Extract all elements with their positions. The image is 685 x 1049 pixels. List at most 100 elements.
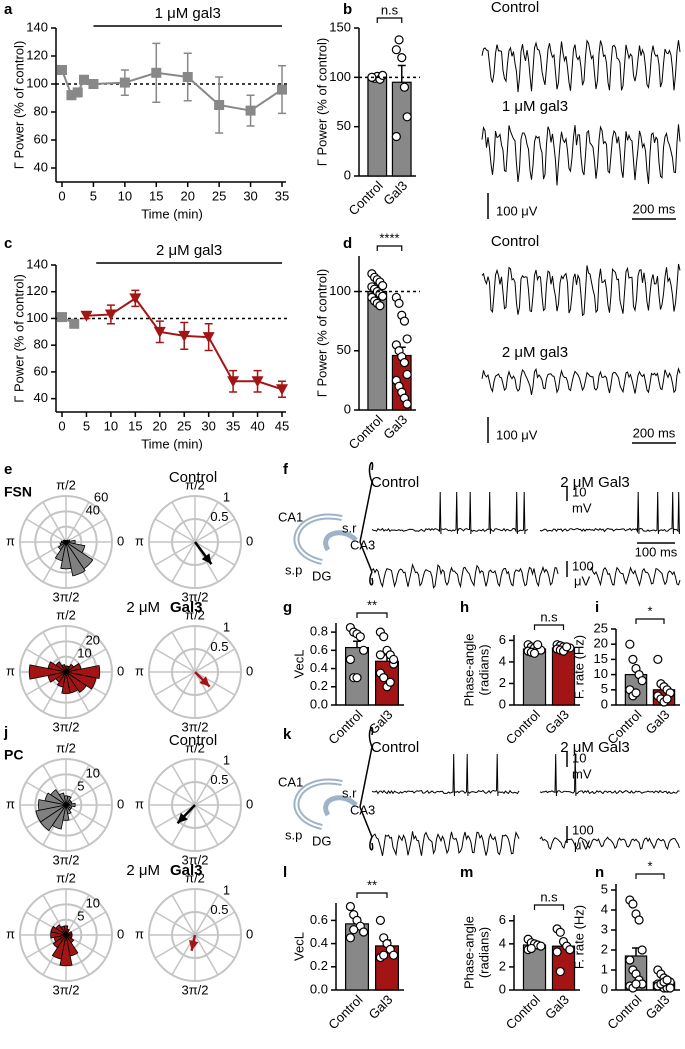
data-point	[378, 70, 388, 80]
rose-sector	[65, 934, 79, 957]
recording-arrows	[359, 726, 374, 851]
y-tick-label: 120	[26, 283, 48, 298]
y-tick-label: 40	[34, 390, 48, 405]
y-tick-label: 6	[499, 912, 506, 927]
significance-bracket	[533, 904, 565, 910]
data-point	[662, 975, 672, 985]
y-tick-label: 0.6	[310, 642, 328, 657]
x-tick-label: 0	[58, 418, 65, 433]
x-tick-label: Control	[503, 992, 543, 1032]
data-point	[536, 941, 546, 951]
y-tick-label: 0.4	[310, 660, 328, 675]
y-axis-label: F. rate (Hz)	[571, 635, 586, 699]
y-tick-label: 0	[344, 401, 351, 416]
y-tick-label: 3	[601, 921, 608, 936]
rose-sector	[65, 541, 86, 554]
significance-bracket	[635, 873, 665, 879]
data-point	[349, 925, 359, 935]
angle-label: π/2	[56, 870, 76, 885]
rose-sector	[65, 664, 101, 680]
polar-title: Gal3	[170, 599, 203, 616]
trace-wave	[589, 566, 681, 587]
angle-label: 3π/2	[52, 719, 79, 734]
polar-spoke	[65, 631, 90, 673]
x-tick-label: Gal3	[643, 707, 673, 737]
polar-spoke	[25, 518, 67, 543]
y-tick-label: 0.4	[310, 935, 328, 950]
polar-spoke	[65, 501, 90, 543]
y-tick-label: 120	[26, 47, 48, 62]
polar-ring	[19, 625, 113, 719]
x-tick-label: 20	[153, 418, 167, 433]
y-tick-label: 2	[499, 675, 506, 690]
diagram-label: s.r	[342, 785, 357, 800]
data-point	[345, 933, 355, 943]
vector-head	[201, 553, 212, 565]
marker	[129, 293, 142, 305]
polar-spoke	[65, 804, 107, 829]
marker	[80, 310, 93, 322]
y-tick-label: 0.0	[310, 696, 328, 711]
x-tick-label: 35	[226, 418, 240, 433]
trace-label: 2 μM Gal3	[560, 474, 630, 491]
y-tick-label: 80	[34, 103, 48, 118]
hippocampus	[293, 513, 343, 565]
trace-wave	[481, 263, 681, 317]
marker	[104, 309, 117, 321]
y-axis-label: F. rate (Hz)	[571, 905, 586, 969]
polar-ring	[148, 625, 242, 719]
polar-ring	[19, 495, 113, 589]
y-tick-label: 0	[601, 981, 608, 996]
x-tick-label: 40	[250, 418, 264, 433]
x-tick-label: 10	[104, 418, 118, 433]
significance-label: n.s	[540, 609, 558, 624]
rose-sector	[59, 934, 73, 967]
y-tick-label: 4	[601, 901, 608, 916]
trace-label: 10	[572, 750, 586, 765]
x-tick-label: 15	[149, 188, 163, 203]
y-tick-label: 0	[344, 167, 351, 182]
angle-label: π	[6, 533, 15, 548]
diagram-label: CA1	[278, 774, 303, 789]
polar-ring	[171, 518, 219, 566]
y-axis-label: Γ Power (% of control)	[11, 274, 26, 403]
trace-label: 1 μM gal3	[502, 98, 568, 115]
diagram-label: s.r	[342, 520, 357, 535]
data-point	[352, 673, 362, 683]
angle-label: 0	[117, 796, 124, 811]
angle-label: 3π/2	[52, 982, 79, 997]
trace-label: 10	[572, 484, 586, 499]
x-tick-label: Gal3	[542, 707, 572, 737]
error-bar	[353, 640, 361, 648]
trace-wave	[481, 124, 681, 186]
data-point	[665, 983, 675, 993]
data-point	[375, 301, 385, 311]
hippocampus-inner	[295, 515, 343, 563]
angle-label: π	[6, 796, 15, 811]
y-tick-label: 100	[329, 283, 351, 298]
marker	[245, 105, 256, 116]
diagram-label: s.p	[285, 562, 302, 577]
trace-label: Control	[371, 474, 419, 491]
trace-label: 100 μV	[496, 427, 538, 442]
trace-wave	[481, 366, 681, 396]
data-point	[391, 131, 401, 142]
x-tick-label: 0	[58, 188, 65, 203]
series-line	[61, 69, 283, 112]
panel-label: n	[595, 864, 604, 881]
data-point	[355, 632, 365, 642]
polar-ring	[19, 758, 113, 852]
angle-label: π	[6, 926, 15, 941]
data-point	[378, 291, 388, 301]
trace-label: mV	[572, 500, 592, 515]
data-point	[628, 654, 638, 665]
polar-ring	[148, 758, 242, 852]
radial-tick-label: 5	[77, 909, 84, 924]
marker	[72, 87, 83, 98]
angle-label: 3π/2	[181, 719, 208, 734]
y-tick-label: 6	[499, 632, 506, 647]
trace-label: 200 ms	[633, 425, 676, 440]
trace-wave	[371, 562, 559, 589]
data-point	[402, 334, 412, 344]
x-tick-label: 45	[275, 418, 289, 433]
